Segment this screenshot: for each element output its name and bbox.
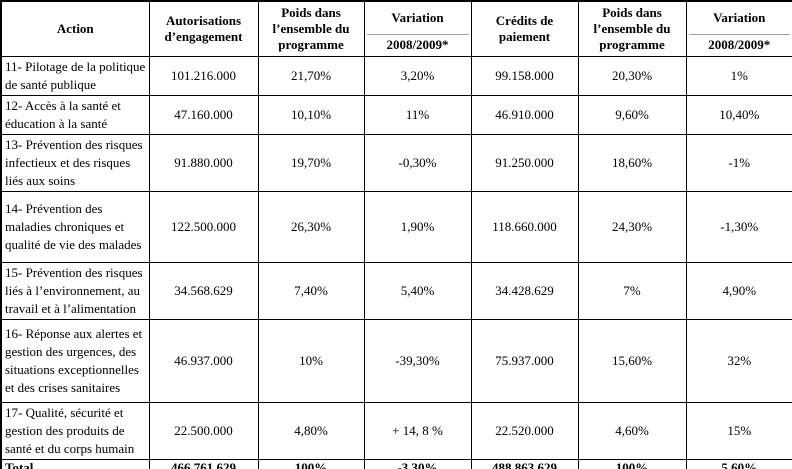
table-row-action-12: 12- Accès à la santé et éducation à la s… [0,94,792,135]
cell-poids-ae: 26,30% [257,190,365,263]
table-row-action-11: 11- Pilotage de la politique de santé pu… [0,55,792,96]
cell-action: 14- Prévention des maladies chroniques e… [0,190,150,263]
cell-autorisations-engagement: 22.500.000 [148,401,259,460]
cell-poids-cp: 9,60% [577,94,687,135]
cell-poids-ae: 7,40% [257,261,365,320]
column-header-poids-programme-ae: Poids dans l’ensemble du programme [257,0,365,57]
cell-credits-paiement: 91.250.000 [470,133,579,192]
column-header-variation-ae: Variation 2008/2009* [363,0,472,57]
cell-action: 15- Prévention des risques liés à l’envi… [0,261,150,320]
cell-variation-cp: 1% [685,55,792,96]
cell-action: 13- Prévention des risques infectieux et… [0,133,150,192]
table-row-action-17: 17- Qualité, sécurité et gestion des pro… [0,401,792,460]
cell-poids-ae: 21,70% [257,55,365,96]
cell-autorisations-engagement: 101.216.000 [148,55,259,96]
column-header-autorisations-engagement: Autorisations d’engagement [148,0,259,57]
cell-poids-cp: 15,60% [577,318,687,403]
variation-label: Variation [688,2,790,36]
cell-total-poids-ae: 100% [257,458,365,469]
cell-credits-paiement: 34.428.629 [470,261,579,320]
cell-autorisations-engagement: 91.880.000 [148,133,259,192]
cell-poids-ae: 10% [257,318,365,403]
cell-variation-cp: -1% [685,133,792,192]
variation-header-stack: Variation 2008/2009* [366,2,469,55]
cell-variation-cp: 15% [685,401,792,460]
cell-total-variation-cp: 5,60% [685,458,792,469]
cell-variation-ae: 1,90% [363,190,472,263]
cell-variation-ae: -39,30% [363,318,472,403]
cell-poids-cp: 20,30% [577,55,687,96]
variation-years-label: 2008/2009* [386,37,449,53]
cell-variation-ae: 11% [363,94,472,135]
cell-poids-ae: 10,10% [257,94,365,135]
cell-variation-cp: 10,40% [685,94,792,135]
cell-action: 17- Qualité, sécurité et gestion des pro… [0,401,150,460]
variation-header-stack: Variation 2008/2009* [688,2,790,55]
cell-autorisations-engagement: 34.568.629 [148,261,259,320]
cell-variation-ae: 5,40% [363,261,472,320]
table-body: 11- Pilotage de la politique de santé pu… [0,55,792,469]
cell-credits-paiement: 22.520.000 [470,401,579,460]
cell-autorisations-engagement: 46.937.000 [148,318,259,403]
cell-action: 11- Pilotage de la politique de santé pu… [0,55,150,96]
variation-years-label: 2008/2009* [708,37,771,53]
cell-variation-cp: 32% [685,318,792,403]
table-row-action-13: 13- Prévention des risques infectieux et… [0,133,792,192]
cell-variation-ae: -0,30% [363,133,472,192]
cell-poids-cp: 18,60% [577,133,687,192]
cell-poids-cp: 4,60% [577,401,687,460]
cell-total-variation-ae: -3,30% [363,458,472,469]
table-row-action-14: 14- Prévention des maladies chroniques e… [0,190,792,263]
cell-variation-ae: 3,20% [363,55,472,96]
column-header-variation-cp: Variation 2008/2009* [685,0,792,57]
cell-credits-paiement: 99.158.000 [470,55,579,96]
header-row: Action Autorisations d’engagement Poids … [0,0,792,57]
column-header-poids-programme-cp: Poids dans l’ensemble du programme [577,0,687,57]
cell-action: 16- Réponse aux alertes et gestion des u… [0,318,150,403]
cell-poids-cp: 7% [577,261,687,320]
cell-poids-ae: 19,70% [257,133,365,192]
variation-label: Variation [366,2,469,36]
cell-variation-cp: 4,90% [685,261,792,320]
cell-autorisations-engagement: 47.160.000 [148,94,259,135]
column-header-action: Action [0,0,150,57]
cell-credits-paiement: 75.937.000 [470,318,579,403]
cell-total-label: Total [0,458,150,469]
column-header-credits-paiement: Crédits de paiement [470,0,579,57]
cell-credits-paiement: 46.910.000 [470,94,579,135]
table-row-action-15: 15- Prévention des risques liés à l’envi… [0,261,792,320]
table-row-total: Total 466.761.629 100% -3,30% 488.863.62… [0,458,792,469]
cell-total-poids-cp: 100% [577,458,687,469]
cell-action: 12- Accès à la santé et éducation à la s… [0,94,150,135]
cell-total-credits-paiement: 488.863.629 [470,458,579,469]
cell-variation-ae: + 14, 8 % [363,401,472,460]
cell-credits-paiement: 118.660.000 [470,190,579,263]
cell-autorisations-engagement: 122.500.000 [148,190,259,263]
cell-poids-cp: 24,30% [577,190,687,263]
cell-total-autorisations-engagement: 466.761.629 [148,458,259,469]
table-header: Action Autorisations d’engagement Poids … [0,0,792,57]
cell-variation-cp: -1,30% [685,190,792,263]
cell-poids-ae: 4,80% [257,401,365,460]
table-row-action-16: 16- Réponse aux alertes et gestion des u… [0,318,792,403]
